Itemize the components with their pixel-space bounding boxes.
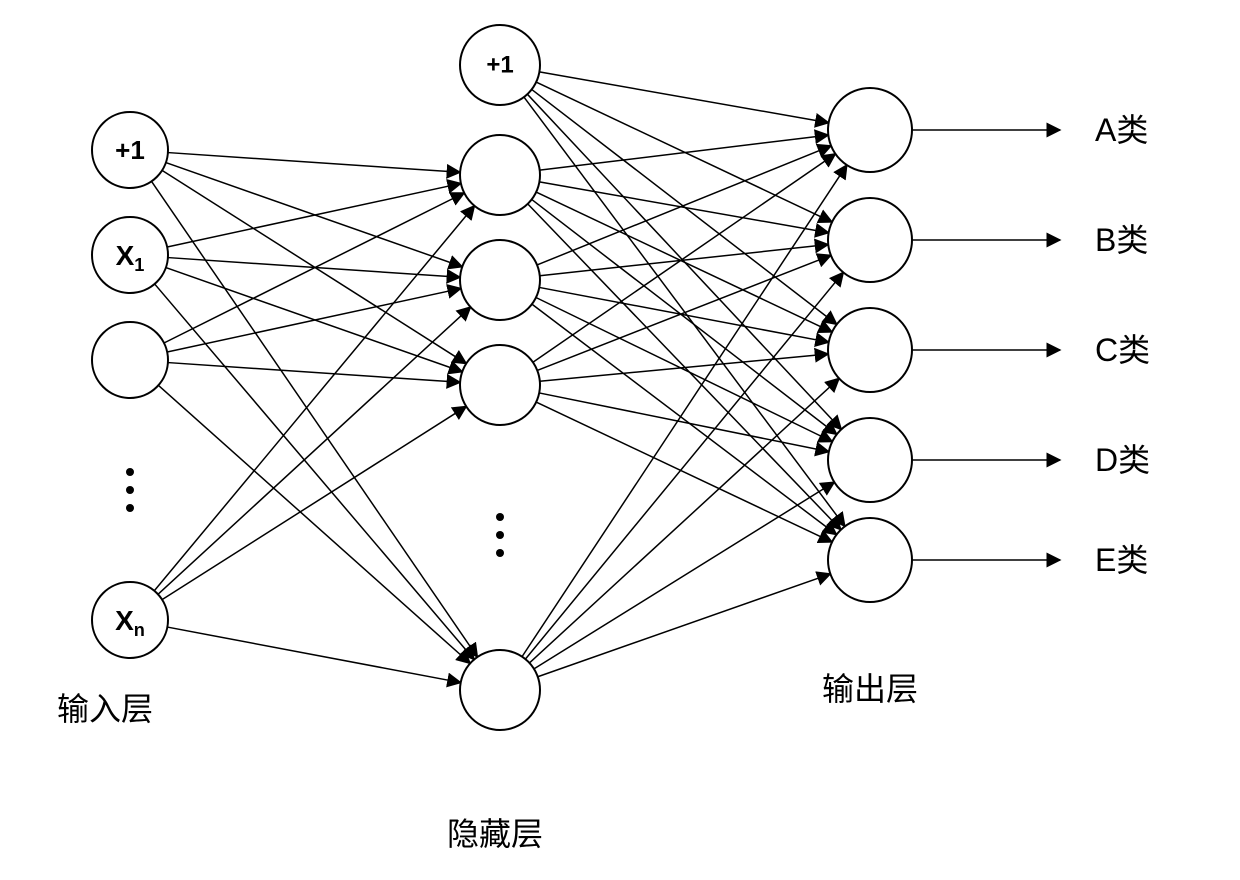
connection-edge [538, 574, 831, 677]
connection-edge [154, 206, 474, 591]
connection-edge [532, 304, 837, 535]
connection-edge [537, 146, 831, 265]
connection-edge [539, 287, 828, 342]
connection-edge [162, 406, 466, 599]
input-node-label: +1 [115, 135, 145, 165]
hidden-node-label: +1 [486, 52, 513, 79]
output-class-label: A类 [1095, 112, 1148, 148]
connection-edge [158, 385, 470, 663]
connection-edge [525, 272, 843, 659]
connection-edge [522, 165, 847, 657]
output-node [828, 198, 912, 282]
output-class-label: C类 [1095, 332, 1150, 368]
connection-edge [158, 307, 471, 594]
hidden-layer-label: 隐藏层 [447, 816, 543, 852]
connection-edge [155, 284, 474, 660]
output-node [828, 518, 912, 602]
output-node [828, 418, 912, 502]
connection-edge [167, 627, 460, 683]
hidden-node [460, 345, 540, 425]
input-layer-label: 输入层 [57, 691, 153, 727]
output-node [828, 88, 912, 172]
connection-edge [167, 183, 461, 247]
connection-edge [533, 154, 835, 362]
output-node [828, 308, 912, 392]
connection-edge [151, 181, 477, 657]
output-class-label: E类 [1095, 542, 1148, 578]
connection-edge [537, 255, 831, 370]
output-layer-label: 输出层 [822, 671, 918, 707]
connection-edge [168, 363, 460, 383]
output-class-label: D类 [1095, 442, 1150, 478]
hidden-node [460, 650, 540, 730]
connection-edge [534, 482, 834, 669]
connection-edge [540, 245, 828, 276]
nodes-group: +1X1Xn+1A类B类C类D类E类 [92, 25, 1150, 730]
connection-edge [168, 153, 460, 173]
hidden-node [460, 240, 540, 320]
neural-network-diagram: +1X1Xn+1A类B类C类D类E类输入层隐藏层输出层 [0, 0, 1240, 880]
hidden-node [460, 135, 540, 215]
connection-edge [539, 182, 828, 233]
input-ellipsis [126, 468, 134, 512]
hidden-ellipsis [496, 513, 504, 557]
connection-edge [528, 204, 841, 530]
connection-edge [524, 97, 845, 526]
connection-edge [539, 72, 828, 123]
output-class-label: B类 [1095, 222, 1148, 258]
connection-edge [540, 354, 828, 381]
input-node [92, 322, 168, 398]
connection-edge [539, 393, 829, 452]
